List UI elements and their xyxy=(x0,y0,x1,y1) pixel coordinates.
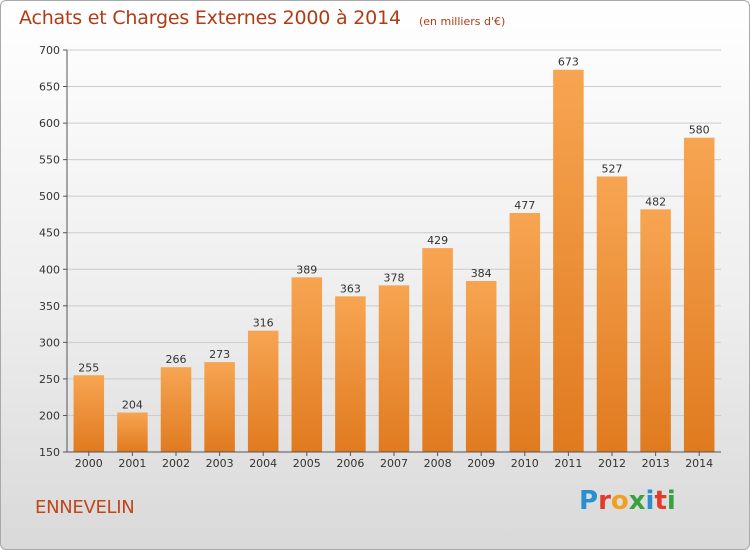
bar xyxy=(247,330,279,452)
logo-letter: o xyxy=(610,486,629,516)
chart-subtitle: (en milliers d'€) xyxy=(419,15,506,28)
x-tick-label: 2014 xyxy=(685,457,713,470)
bar xyxy=(378,285,410,452)
bar-value-label: 316 xyxy=(253,317,274,330)
y-tick-label: 700 xyxy=(39,44,60,57)
logo-letter: t xyxy=(654,486,667,516)
bar xyxy=(683,137,715,452)
bar-value-label: 204 xyxy=(122,399,143,412)
y-tick-label: 500 xyxy=(39,190,60,203)
bar-value-label: 389 xyxy=(296,263,317,276)
bar xyxy=(73,375,105,452)
x-tick-label: 2012 xyxy=(598,457,626,470)
x-tick-label: 2008 xyxy=(424,457,452,470)
y-tick-label: 250 xyxy=(39,373,60,386)
y-tick-label: 600 xyxy=(39,117,60,130)
bar xyxy=(640,209,671,452)
bar-value-label: 363 xyxy=(340,282,361,295)
bar-value-label: 482 xyxy=(645,195,666,208)
logo-letter: P xyxy=(579,486,599,516)
bar xyxy=(335,296,366,452)
y-tick-label: 200 xyxy=(39,409,60,422)
bar xyxy=(204,362,235,452)
bar xyxy=(291,277,323,452)
bar-value-label: 255 xyxy=(78,361,99,374)
city-name: ENNEVELIN xyxy=(35,497,135,518)
x-tick-label: 2006 xyxy=(336,457,364,470)
bar-value-label: 429 xyxy=(427,234,448,247)
bar xyxy=(596,176,628,452)
bar xyxy=(553,69,584,452)
bar-value-label: 673 xyxy=(558,56,579,69)
bar-value-label: 580 xyxy=(689,124,710,137)
x-tick-label: 2007 xyxy=(380,457,408,470)
bar xyxy=(160,367,192,452)
logo-letter: r xyxy=(598,486,611,516)
x-tick-label: 2004 xyxy=(249,457,277,470)
bar-value-label: 527 xyxy=(602,162,623,175)
bar-value-label: 477 xyxy=(514,199,535,212)
bar xyxy=(117,412,148,452)
y-tick-label: 150 xyxy=(39,446,60,459)
y-tick-label: 550 xyxy=(39,154,60,167)
x-tick-label: 2005 xyxy=(293,457,321,470)
y-tick-label: 450 xyxy=(39,227,60,240)
x-tick-label: 2000 xyxy=(75,457,103,470)
bars xyxy=(73,69,715,452)
proxiti-logo: Proxiti xyxy=(579,486,676,516)
y-tick-label: 400 xyxy=(39,263,60,276)
y-tick-label: 650 xyxy=(39,81,60,94)
bar xyxy=(509,212,541,452)
labels: 150 200 250 300 350 400 450 500 550 600 650 700 255 2… xyxy=(39,44,713,470)
axes xyxy=(63,49,721,456)
x-tick-label: 2013 xyxy=(642,457,670,470)
x-tick-label: 2001 xyxy=(118,457,146,470)
logo-letter: i xyxy=(666,486,676,516)
bar xyxy=(422,248,453,452)
bar-value-label: 273 xyxy=(209,348,230,361)
bar-value-label: 384 xyxy=(471,267,492,280)
bar-value-label: 378 xyxy=(384,271,405,284)
logo-letter: i xyxy=(645,486,655,516)
logo-letter: x xyxy=(628,486,646,516)
x-tick-label: 2011 xyxy=(554,457,582,470)
bar-value-label: 266 xyxy=(166,353,187,366)
y-tick-label: 350 xyxy=(39,300,60,313)
x-tick-label: 2010 xyxy=(511,457,539,470)
x-tick-label: 2002 xyxy=(162,457,190,470)
chart-title: Achats et Charges Externes 2000 à 2014 xyxy=(19,7,401,29)
x-tick-label: 2003 xyxy=(206,457,234,470)
bar xyxy=(465,280,497,452)
y-tick-label: 300 xyxy=(39,336,60,349)
x-tick-label: 2009 xyxy=(467,457,495,470)
